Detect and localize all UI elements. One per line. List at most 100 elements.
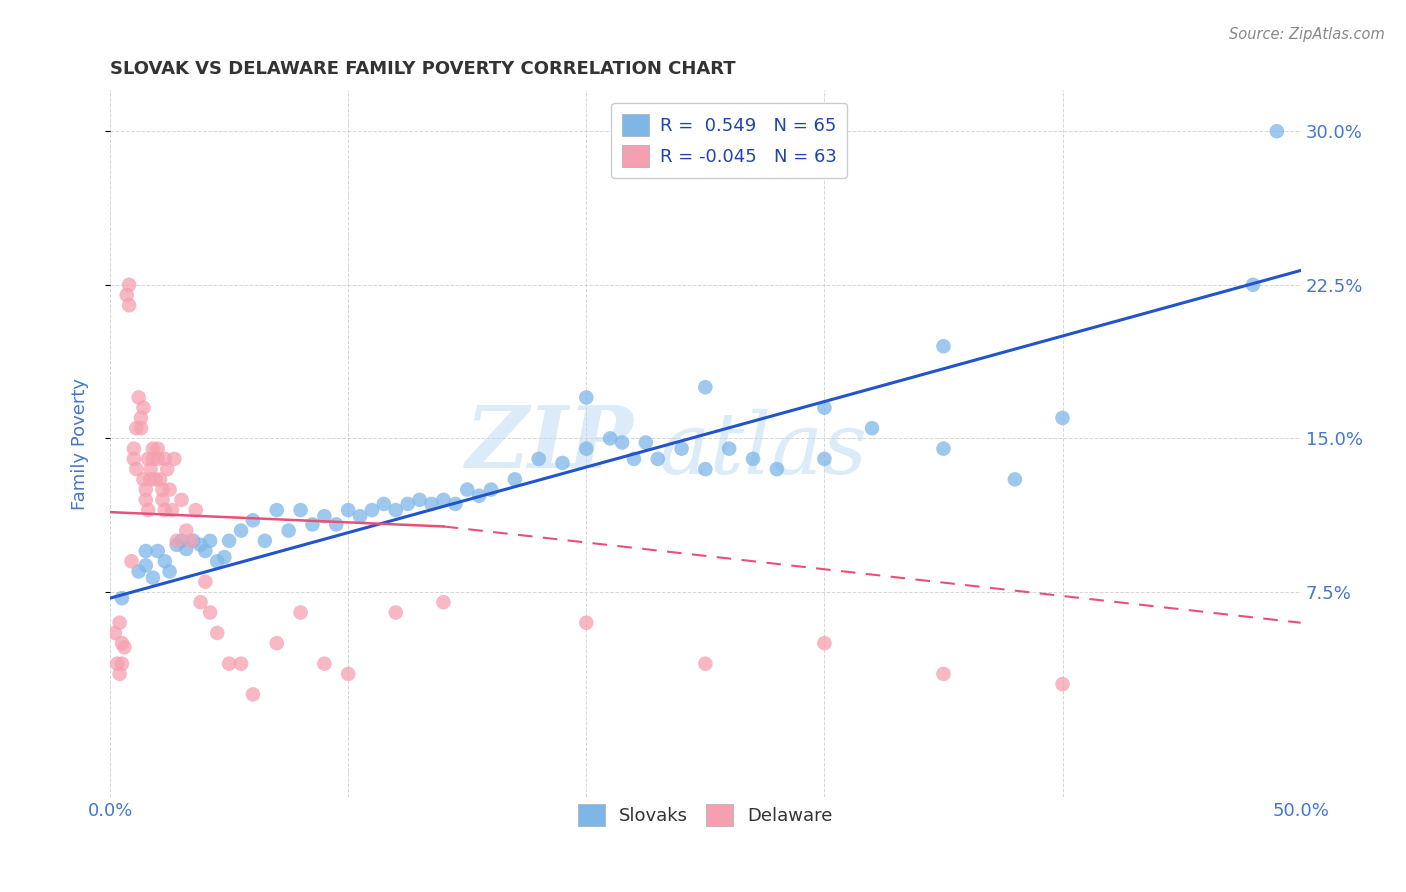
Text: atlas: atlas <box>658 409 868 491</box>
Point <box>166 538 188 552</box>
Point <box>135 492 157 507</box>
Point <box>432 492 454 507</box>
Point <box>479 483 502 497</box>
Point <box>1052 677 1074 691</box>
Point <box>183 533 205 548</box>
Point <box>111 636 134 650</box>
Point <box>194 574 217 589</box>
Point <box>153 451 176 466</box>
Point <box>266 636 288 650</box>
Point <box>932 339 955 353</box>
Point <box>718 442 741 456</box>
Point <box>813 636 835 650</box>
Legend: Slovaks, Delaware: Slovaks, Delaware <box>571 797 841 834</box>
Point <box>108 667 131 681</box>
Point <box>813 451 835 466</box>
Point <box>671 442 693 456</box>
Point <box>214 550 236 565</box>
Point <box>337 503 360 517</box>
Point <box>290 503 312 517</box>
Point <box>112 640 135 655</box>
Point <box>932 442 955 456</box>
Point <box>444 497 467 511</box>
Point <box>104 626 127 640</box>
Point <box>159 483 181 497</box>
Point <box>142 451 165 466</box>
Point <box>277 524 299 538</box>
Point <box>190 595 212 609</box>
Point <box>129 411 152 425</box>
Point <box>301 517 323 532</box>
Point <box>146 442 169 456</box>
Point <box>503 472 526 486</box>
Point <box>1265 124 1288 138</box>
Point <box>623 451 645 466</box>
Point <box>122 451 145 466</box>
Point <box>152 492 174 507</box>
Point <box>229 657 252 671</box>
Point <box>194 544 217 558</box>
Point <box>420 497 443 511</box>
Text: SLOVAK VS DELAWARE FAMILY POVERTY CORRELATION CHART: SLOVAK VS DELAWARE FAMILY POVERTY CORREL… <box>110 60 735 78</box>
Point <box>142 442 165 456</box>
Point <box>742 451 765 466</box>
Point <box>198 533 221 548</box>
Point <box>314 657 336 671</box>
Point <box>128 391 150 405</box>
Point <box>146 451 169 466</box>
Point <box>1052 411 1074 425</box>
Point <box>132 401 155 415</box>
Point <box>180 533 202 548</box>
Point <box>266 503 288 517</box>
Point <box>156 462 179 476</box>
Point <box>610 435 633 450</box>
Point <box>242 687 264 701</box>
Point <box>153 503 176 517</box>
Point <box>337 667 360 681</box>
Point <box>695 462 717 476</box>
Point <box>121 554 143 568</box>
Point <box>135 483 157 497</box>
Point <box>575 391 598 405</box>
Point <box>242 513 264 527</box>
Point <box>142 571 165 585</box>
Point <box>105 657 128 671</box>
Point <box>432 595 454 609</box>
Point <box>111 591 134 606</box>
Point <box>599 431 621 445</box>
Point <box>765 462 787 476</box>
Point <box>253 533 276 548</box>
Point <box>551 456 574 470</box>
Point <box>146 544 169 558</box>
Point <box>136 451 159 466</box>
Point <box>695 380 717 394</box>
Point <box>575 442 598 456</box>
Point <box>1241 277 1264 292</box>
Point <box>139 472 162 486</box>
Point <box>647 451 669 466</box>
Point <box>136 503 159 517</box>
Point <box>860 421 883 435</box>
Text: Source: ZipAtlas.com: Source: ZipAtlas.com <box>1229 27 1385 42</box>
Point <box>634 435 657 450</box>
Point <box>1004 472 1026 486</box>
Point <box>139 462 162 476</box>
Point <box>373 497 395 511</box>
Point <box>456 483 478 497</box>
Point <box>125 462 148 476</box>
Point <box>149 472 172 486</box>
Point <box>349 509 371 524</box>
Point <box>118 277 141 292</box>
Point <box>575 615 598 630</box>
Point <box>143 472 166 486</box>
Point <box>813 401 835 415</box>
Y-axis label: Family Poverty: Family Poverty <box>72 377 89 509</box>
Point <box>129 421 152 435</box>
Point <box>468 489 491 503</box>
Point <box>153 554 176 568</box>
Point <box>385 606 408 620</box>
Point <box>135 558 157 573</box>
Point <box>408 492 430 507</box>
Point <box>385 503 408 517</box>
Point <box>159 565 181 579</box>
